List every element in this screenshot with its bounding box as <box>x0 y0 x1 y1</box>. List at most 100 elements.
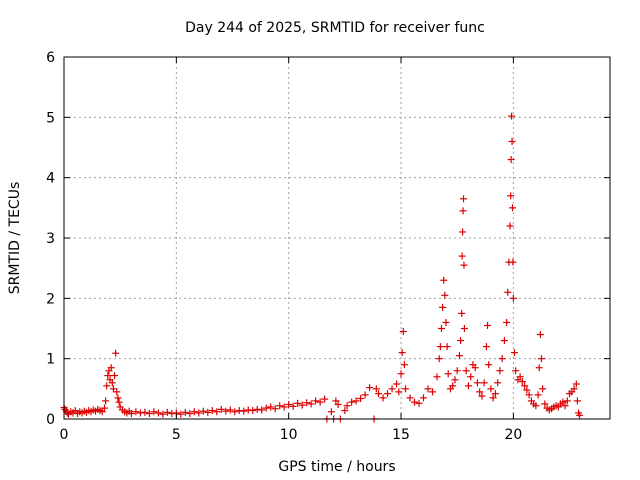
data-point <box>406 394 414 402</box>
data-point <box>508 204 516 212</box>
x-tick-labels: 0 5 10 15 20 <box>60 427 523 443</box>
data-point <box>395 388 403 396</box>
data-point <box>441 291 449 299</box>
data-point <box>532 402 540 410</box>
data-point <box>289 402 297 410</box>
data-point <box>439 303 447 311</box>
data-point <box>482 343 490 351</box>
data-point <box>217 405 225 413</box>
grid-lines <box>64 57 610 419</box>
data-point <box>145 410 153 418</box>
data-point <box>534 391 542 399</box>
data-point <box>372 385 380 393</box>
data-point <box>509 294 517 302</box>
data-point <box>415 399 423 407</box>
data-point <box>573 397 581 405</box>
data-point <box>100 404 108 412</box>
data-point <box>462 367 470 375</box>
data-point <box>559 398 567 406</box>
data-point <box>459 207 467 215</box>
data-point <box>521 382 529 390</box>
data-point <box>321 395 329 403</box>
data-point <box>244 406 252 414</box>
data-point <box>298 401 306 409</box>
data-point <box>114 394 122 402</box>
data-point <box>509 258 517 266</box>
data-point <box>511 349 519 357</box>
data-point <box>491 390 499 398</box>
y-tick-label: 5 <box>46 110 55 126</box>
data-point <box>316 398 324 406</box>
data-point <box>402 385 410 393</box>
y-tick-label: 1 <box>46 352 55 368</box>
data-point <box>271 405 279 413</box>
data-point <box>348 398 356 406</box>
data-point <box>366 384 374 392</box>
data-point <box>222 407 230 415</box>
data-point <box>177 410 185 418</box>
data-point <box>508 137 516 145</box>
data-point <box>399 328 407 336</box>
data-point <box>262 404 270 412</box>
data-point <box>523 386 531 394</box>
data-point <box>459 228 467 236</box>
data-point <box>576 411 584 419</box>
data-point <box>231 408 239 416</box>
data-point <box>487 385 495 393</box>
data-point <box>508 112 516 120</box>
data-point <box>384 390 392 398</box>
y-tick-label: 6 <box>46 50 55 66</box>
data-point <box>471 364 479 372</box>
data-point <box>108 379 116 387</box>
data-point <box>449 382 457 390</box>
data-point <box>458 309 466 317</box>
data-point <box>507 192 515 200</box>
y-tick-labels: 0 1 2 3 4 5 6 <box>46 50 55 428</box>
data-point <box>398 349 406 357</box>
data-point <box>115 398 123 406</box>
data-point <box>496 367 504 375</box>
data-point <box>332 397 340 405</box>
data-point <box>480 379 488 387</box>
y-tick-label: 0 <box>46 412 55 428</box>
data-point <box>361 391 369 399</box>
data-point <box>460 261 468 269</box>
data-point <box>341 407 349 415</box>
x-tick-label: 15 <box>392 427 410 443</box>
data-point <box>195 409 203 417</box>
data-point <box>516 373 524 381</box>
data-point <box>186 410 194 418</box>
data-point <box>457 337 465 345</box>
data-point <box>476 388 484 396</box>
data-point <box>494 379 502 387</box>
data-point <box>352 397 360 405</box>
data-point <box>163 408 171 416</box>
chart-title: Day 244 of 2025, SRMTID for receiver fun… <box>185 20 485 36</box>
data-point <box>537 355 545 363</box>
data-point <box>240 407 248 415</box>
data-point <box>411 398 419 406</box>
data-point <box>104 372 112 380</box>
data-point <box>204 408 212 416</box>
data-point <box>199 407 207 415</box>
data-point <box>249 407 257 415</box>
data-point <box>343 402 351 410</box>
data-point <box>503 318 511 326</box>
data-point <box>267 403 275 411</box>
data-point <box>539 385 547 393</box>
data-point <box>113 388 121 396</box>
data-point <box>561 402 569 410</box>
data-point <box>570 385 578 393</box>
data-point <box>107 364 115 372</box>
data-point <box>442 318 450 326</box>
data-point <box>498 355 506 363</box>
data-point <box>437 325 445 332</box>
data-point <box>397 370 405 378</box>
data-point <box>294 399 302 407</box>
data-point <box>190 408 198 416</box>
data-point <box>458 252 466 260</box>
data-point <box>379 394 387 402</box>
data-point <box>428 388 436 396</box>
data-point <box>525 391 533 399</box>
data-point <box>473 379 481 387</box>
